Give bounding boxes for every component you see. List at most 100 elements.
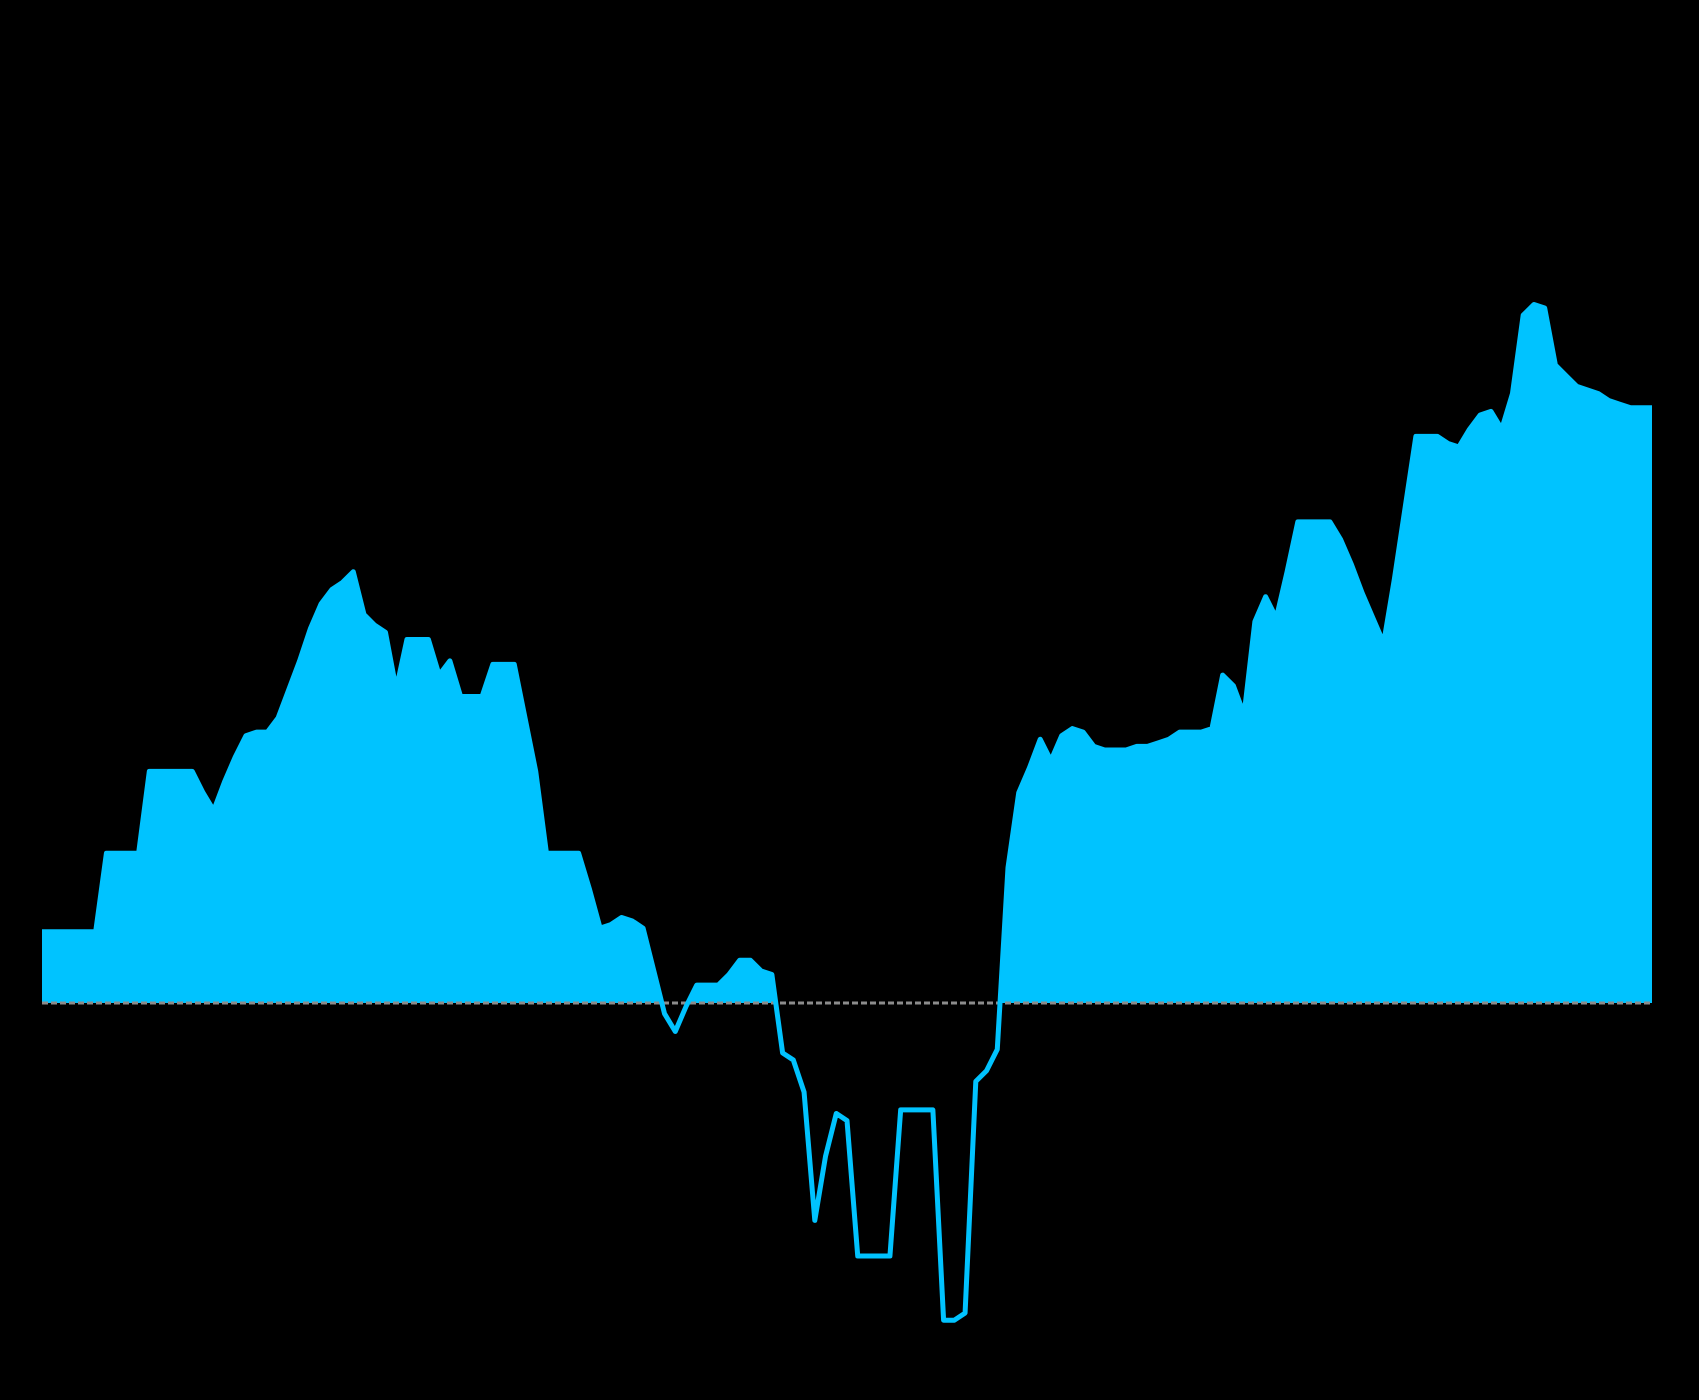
data-point (792, 1059, 794, 1061)
data-point (867, 1255, 869, 1257)
data-point (438, 674, 440, 676)
data-point (1050, 760, 1052, 762)
data-point (331, 589, 333, 591)
data-point (1007, 867, 1009, 869)
data-point (245, 735, 247, 737)
data-point (599, 927, 601, 929)
data-point (803, 1091, 805, 1093)
data-point (95, 931, 97, 933)
data-point (1436, 435, 1438, 437)
data-point (202, 792, 204, 794)
data-point (170, 770, 172, 772)
data-point (1404, 507, 1406, 509)
data-point (1544, 307, 1546, 309)
data-point (910, 1109, 912, 1111)
data-point (1114, 749, 1116, 751)
data-point (234, 756, 236, 758)
data-point (653, 970, 655, 972)
data-point (1039, 738, 1041, 740)
data-point (835, 1112, 837, 1114)
data-point (524, 717, 526, 719)
data-point (1318, 521, 1320, 523)
data-point (1597, 393, 1599, 395)
data-point (1393, 578, 1395, 580)
data-point (427, 638, 429, 640)
data-point (1179, 731, 1181, 733)
data-point (556, 852, 558, 854)
data-point (1275, 617, 1277, 619)
data-point (62, 931, 64, 933)
data-point (41, 931, 43, 933)
data-point (1168, 738, 1170, 740)
data-point (567, 852, 569, 854)
data-point (717, 984, 719, 986)
data-point (266, 731, 268, 733)
data-point (1125, 749, 1127, 751)
data-point (1533, 303, 1535, 305)
data-point (749, 959, 751, 961)
data-point (1501, 428, 1503, 430)
data-point (513, 663, 515, 665)
data-point (352, 571, 354, 573)
data-point (1200, 731, 1202, 733)
data-point (1018, 792, 1020, 794)
data-point (492, 663, 494, 665)
plot-layer (41, 301, 1652, 1323)
data-point (1147, 745, 1149, 747)
data-point (342, 581, 344, 583)
data-point (395, 688, 397, 690)
data-point (481, 696, 483, 698)
data-point (964, 1312, 966, 1314)
data-point (857, 1255, 859, 1257)
data-point (900, 1109, 902, 1111)
data-point (1222, 674, 1224, 676)
data-point (1415, 435, 1417, 437)
series-line (42, 301, 1652, 1323)
data-point (825, 1155, 827, 1157)
data-point (1490, 410, 1492, 412)
data-point (1458, 446, 1460, 448)
data-point (288, 688, 290, 690)
data-point (1630, 407, 1632, 409)
data-point (1522, 314, 1524, 316)
data-point (588, 888, 590, 890)
data-point (986, 1070, 988, 1072)
data-point (1372, 617, 1374, 619)
data-point (1554, 364, 1556, 366)
data-point (1608, 400, 1610, 402)
data-point (846, 1120, 848, 1122)
data-point (127, 852, 129, 854)
data-point (1383, 642, 1385, 644)
data-point (84, 931, 86, 933)
data-point (771, 973, 773, 975)
data-point (1619, 403, 1621, 405)
data-point (921, 1109, 923, 1111)
data-point (642, 927, 644, 929)
data-point (1340, 539, 1342, 541)
data-point (159, 770, 161, 772)
data-point (1308, 521, 1310, 523)
data-point (256, 731, 258, 733)
data-point (1640, 407, 1642, 409)
data-point (1479, 414, 1481, 416)
data-point (728, 973, 730, 975)
data-point (1104, 749, 1106, 751)
negative-region-mask (42, 1003, 1652, 1321)
data-point (932, 1109, 934, 1111)
data-point (578, 852, 580, 854)
data-point (535, 770, 537, 772)
data-point (1286, 571, 1288, 573)
data-point (1061, 735, 1063, 737)
data-point (696, 984, 698, 986)
data-point (1361, 592, 1363, 594)
data-point (685, 1006, 687, 1008)
data-point (1232, 685, 1234, 687)
data-point (320, 603, 322, 605)
data-point (1565, 375, 1567, 377)
data-point (470, 696, 472, 698)
data-point (73, 931, 75, 933)
data-point (706, 984, 708, 986)
data-point (449, 660, 451, 662)
data-point (1136, 745, 1138, 747)
